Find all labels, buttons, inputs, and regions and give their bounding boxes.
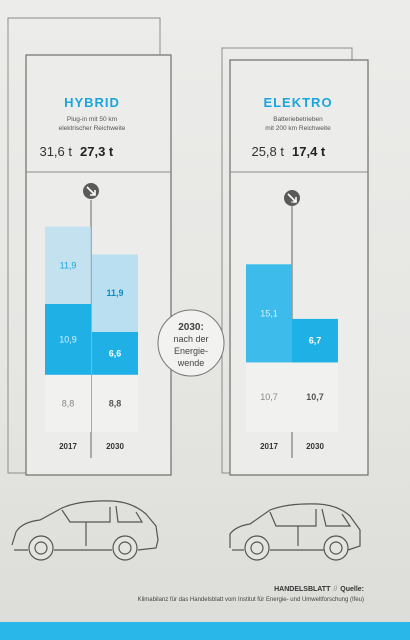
elektro-total-2017: 25,8 t xyxy=(251,144,284,159)
elektro-bar-2017-seg-1 xyxy=(246,362,292,432)
hybrid-label-2017-seg-2: 10,9 xyxy=(59,334,77,344)
hybrid-total-2017: 31,6 t xyxy=(39,144,72,159)
elektro-subtitle-line-1: Batteriebetrieben xyxy=(273,116,323,123)
elektro-label-2030-seg-2: 6,7 xyxy=(309,336,322,346)
hybrid-title: HYBRID xyxy=(64,95,120,110)
hybrid-bar-2030-seg-1 xyxy=(92,374,138,432)
hybrid-car-icon xyxy=(11,500,159,561)
elektro-arrow-down-icon xyxy=(284,190,300,206)
elektro-car-icon xyxy=(229,503,361,561)
hybrid-label-2030-seg-1: 8,8 xyxy=(109,398,122,408)
hybrid-label-2030-seg-2: 6,6 xyxy=(109,348,122,358)
badge-line-1: 2030: xyxy=(178,322,204,333)
elektro-label-2017-seg-2: 15,1 xyxy=(260,308,278,318)
source-line-2: Klimabilanz für das Handelsblatt vom Ins… xyxy=(138,597,364,603)
hybrid-label-2030-seg-3: 11,9 xyxy=(106,288,123,298)
badge-line-4: wende xyxy=(177,358,205,368)
elektro-title: ELEKTRO xyxy=(263,95,332,110)
source-separator: // xyxy=(333,586,337,593)
hybrid-bar-2017-seg-1 xyxy=(45,374,91,432)
hybrid-category-2017: 2017 xyxy=(59,442,77,451)
hybrid-bar-2017-seg-2 xyxy=(45,303,91,375)
elektro-label-2017-seg-1: 10,7 xyxy=(260,392,278,402)
hybrid-bar-2030-seg-2 xyxy=(92,331,138,375)
hybrid-category-2030: 2030 xyxy=(106,442,124,451)
elektro-subtitle-line-2: mit 200 km Reichweite xyxy=(265,125,331,132)
elektro-category-2017: 2017 xyxy=(260,442,278,451)
hybrid-subtitle-line-1: Plug-in mit 50 km xyxy=(67,116,117,123)
elektro-bar-2017-seg-2 xyxy=(246,264,292,363)
elektro-label-2030-seg-1: 10,7 xyxy=(306,392,324,402)
badge-line-3: Energie- xyxy=(174,346,208,356)
elektro-total-2030: 17,4 t xyxy=(292,144,326,159)
bar-group: 8,8 10,9 11,9 2017 8,8 6,6 11,9 2030 10,7 15,1 201… xyxy=(45,200,338,458)
badge-line-2: nach der xyxy=(173,334,208,344)
page-bottom-bar xyxy=(0,622,410,640)
hybrid-total-2030: 27,3 t xyxy=(80,144,114,159)
hybrid-label-2017-seg-3: 11,9 xyxy=(60,260,77,270)
hybrid-label-2017-seg-1: 8,8 xyxy=(62,398,75,408)
hybrid-bar-2030-seg-3 xyxy=(92,254,138,332)
elektro-category-2030: 2030 xyxy=(306,442,324,451)
energiewende-badge: 2030: nach der Energie- wende xyxy=(157,309,225,377)
hybrid-subtitle-line-2: elektrischer Reichweite xyxy=(59,125,126,132)
hybrid-arrow-down-icon xyxy=(83,183,99,199)
elektro-bar-2030-seg-2 xyxy=(292,318,338,363)
hybrid-bar-2017-seg-3 xyxy=(45,226,91,304)
source-publisher: HANDELSBLATT xyxy=(274,586,331,593)
source-line-1: HANDELSBLATT//Quelle: xyxy=(274,586,364,593)
elektro-bar-2030-seg-1 xyxy=(292,362,338,432)
source-label: Quelle: xyxy=(340,586,364,593)
